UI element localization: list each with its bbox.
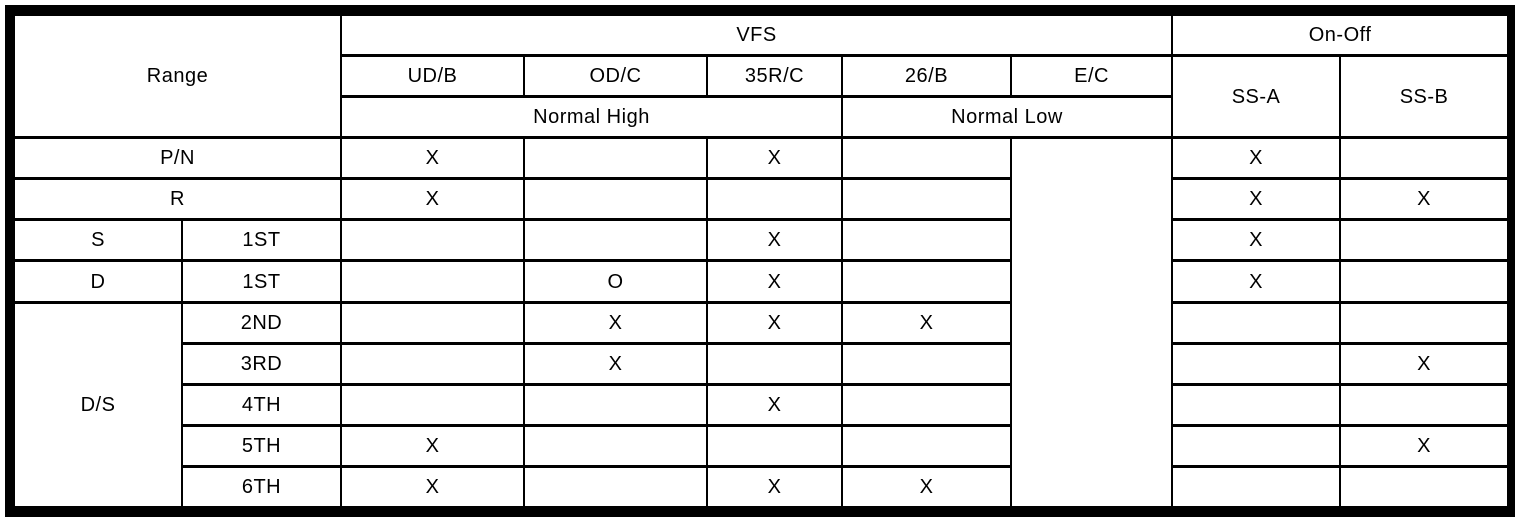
mark-cell [706, 177, 843, 222]
mark-cell: X [706, 382, 843, 427]
mark-cell: X [1339, 341, 1510, 386]
mark-cell [706, 341, 843, 386]
mark-cell: X [1171, 136, 1342, 181]
col-header-26b: 26/B [841, 54, 1012, 99]
mark-cell [340, 341, 525, 386]
mark-cell [523, 177, 708, 222]
table-row-ds-4th: 4TH X [14, 382, 1510, 427]
range-header: Range [13, 12, 342, 140]
mark-cell [841, 341, 1012, 386]
mark-cell [1339, 382, 1510, 427]
mark-cell [841, 423, 1012, 468]
table-row-d-1st: D 1ST O X X [13, 259, 1510, 304]
mark-cell: X [841, 464, 1012, 510]
header-row-columns: UD/B OD/C 35R/C 26/B E/C SS-A SS-B [14, 54, 1510, 140]
table-row-s-1st: S 1ST X X [13, 218, 1510, 263]
mark-cell: X [340, 423, 525, 468]
normal-high-header: Normal High [340, 95, 843, 140]
mark-cell [340, 259, 525, 304]
mark-cell [706, 423, 843, 468]
table-row-r: R X X X [13, 177, 1510, 222]
table-row-ds-2nd: D/S 2ND X X X [13, 300, 1510, 510]
col-header-ec: E/C [1009, 54, 1174, 99]
mark-cell [1171, 341, 1342, 386]
mark-cell: X [523, 300, 708, 345]
mark-cell: X [340, 177, 525, 222]
mark-cell: X [706, 464, 843, 510]
mark-cell [1171, 423, 1342, 468]
gear-cell: 1ST [181, 218, 342, 263]
col-header-35rc: 35R/C [706, 54, 843, 99]
mark-cell [841, 218, 1012, 263]
mark-cell [841, 382, 1012, 427]
gear-cell: 2ND [181, 300, 342, 345]
mark-cell: X [706, 136, 843, 181]
mark-cell [841, 177, 1012, 222]
mark-cell [1339, 259, 1510, 304]
vfs-header: VFS [339, 12, 1174, 58]
mark-cell [1339, 300, 1510, 345]
mark-cell: X [1339, 177, 1510, 222]
table-row-ds-6th: 6TH X X X [14, 464, 1510, 510]
solenoid-application-table: Range VFS On-Off UD/B OD/C 35R/C 26/B E/… [13, 12, 1510, 510]
gear-cell: 4TH [181, 382, 342, 427]
mark-cell [1171, 382, 1342, 427]
mark-cell: X [706, 259, 843, 304]
mark-cell [1171, 464, 1342, 510]
mark-cell [523, 382, 708, 427]
mark-cell: X [1339, 423, 1510, 468]
mark-cell [1339, 464, 1510, 510]
gear-cell: 6TH [181, 464, 342, 510]
table-outer-border: Range VFS On-Off UD/B OD/C 35R/C 26/B E/… [5, 5, 1515, 517]
mark-cell [1339, 218, 1510, 263]
mark-cell: X [706, 300, 843, 345]
col-header-udb: UD/B [340, 54, 525, 99]
mark-cell: O [523, 259, 708, 304]
col-header-ssb: SS-B [1339, 54, 1510, 140]
range-cell: R [13, 177, 342, 222]
table-row-ds-3rd: 3RD X X [14, 341, 1510, 386]
header-row-normal: Normal High Normal Low [14, 95, 1508, 140]
on-off-header: On-Off [1171, 12, 1510, 58]
ec-empty-cell [1009, 136, 1174, 509]
mark-cell [340, 218, 525, 263]
mark-cell [523, 464, 708, 510]
col-header-ssa: SS-A [1171, 54, 1342, 140]
mark-cell [841, 136, 1012, 181]
mark-cell [523, 423, 708, 468]
gear-cell: 1ST [181, 259, 342, 304]
range-cell: P/N [13, 136, 342, 181]
range-cell: S [13, 218, 183, 263]
col-header-odc: OD/C [523, 54, 708, 99]
mark-cell: X [340, 136, 525, 181]
mark-cell [340, 300, 525, 345]
mark-cell: X [1171, 177, 1342, 222]
mark-cell [1171, 300, 1342, 345]
gear-cell: 5TH [181, 423, 342, 468]
table-row-ds-5th: 5TH X X [14, 423, 1510, 468]
range-cell: D [13, 259, 183, 304]
mark-cell: X [340, 464, 525, 510]
mark-cell: X [523, 341, 708, 386]
table-row-pn: P/N X X X [13, 136, 1510, 509]
header-row-groups: Range VFS On-Off [13, 12, 1510, 140]
mark-cell: X [1171, 218, 1342, 263]
mark-cell [841, 259, 1012, 304]
mark-cell: X [1171, 259, 1342, 304]
mark-cell [1339, 136, 1510, 181]
range-cell-ds: D/S [13, 300, 183, 510]
normal-low-header: Normal Low [840, 95, 1174, 140]
gear-cell: 3RD [181, 341, 342, 386]
mark-cell [340, 382, 525, 427]
mark-cell: X [841, 300, 1012, 345]
mark-cell: X [706, 218, 843, 263]
mark-cell [523, 136, 708, 181]
mark-cell [523, 218, 708, 263]
